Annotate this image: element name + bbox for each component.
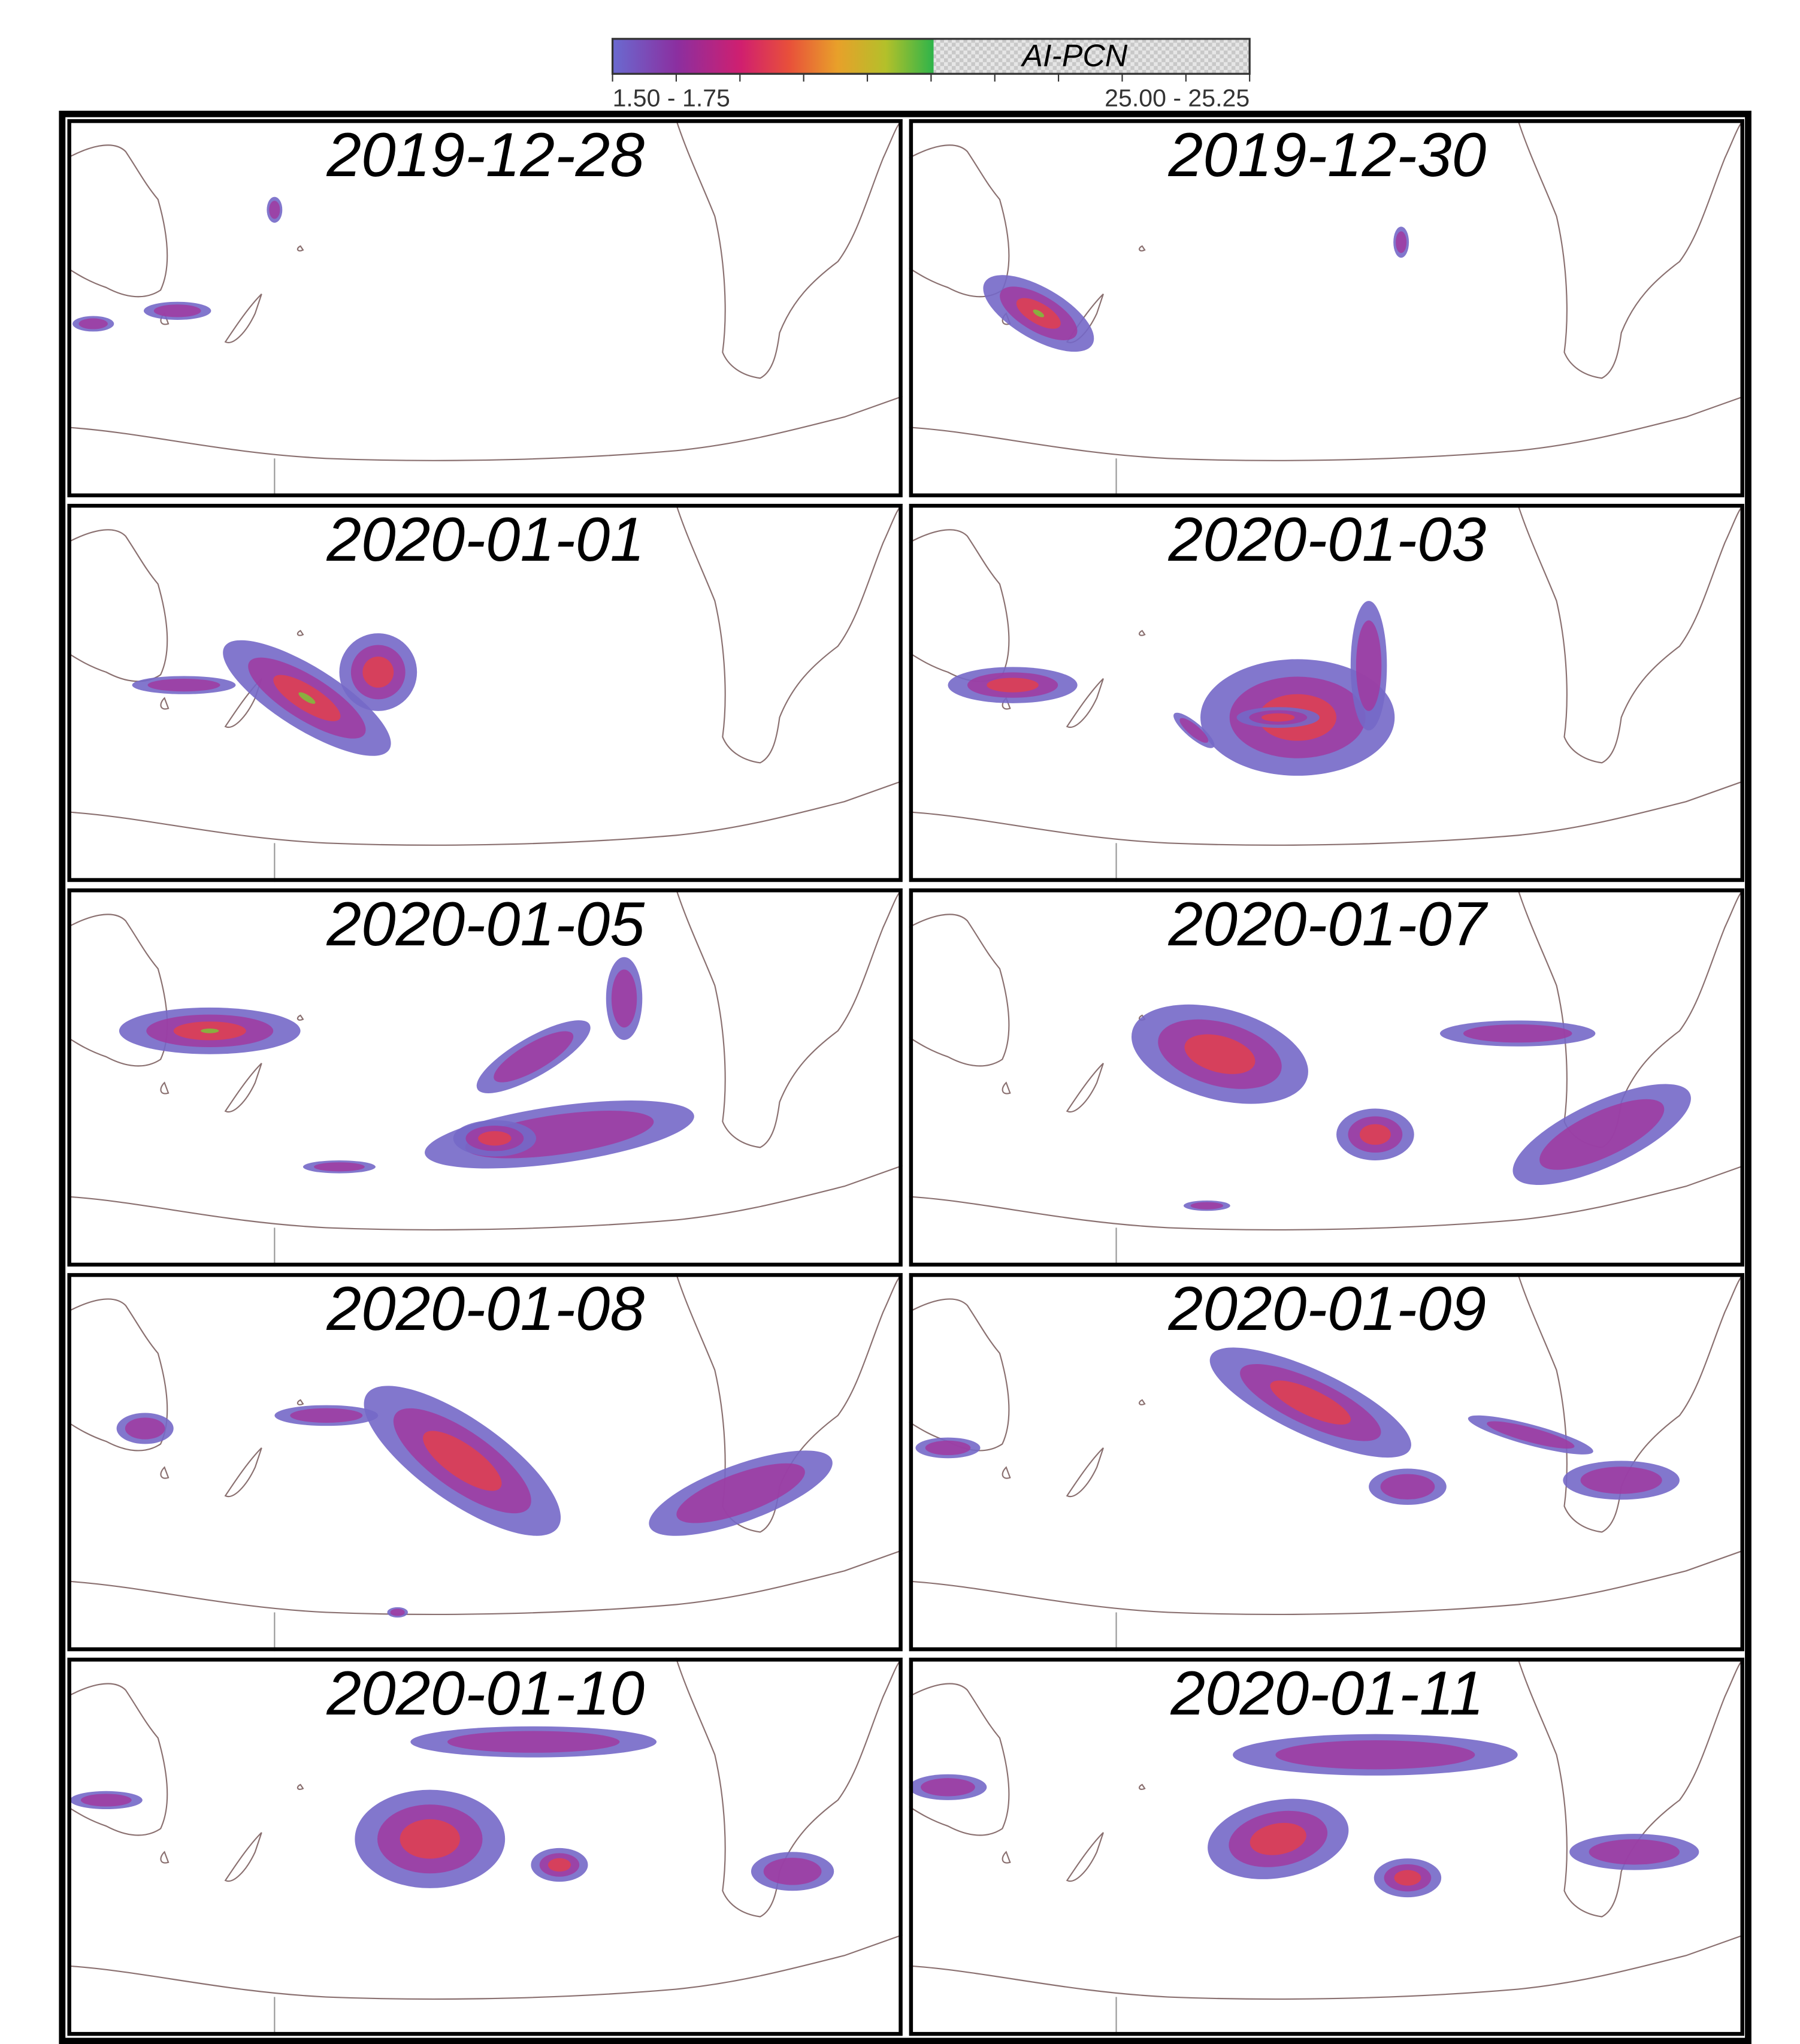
- map-panel: 2020-01-07: [909, 888, 1745, 1267]
- panel-date: 2019-12-30: [1168, 120, 1487, 189]
- panel-date: 2020-01-08: [326, 1274, 645, 1343]
- panel-date: 2020-01-03: [1168, 504, 1487, 574]
- aerosol-plume: [1439, 1020, 1596, 1047]
- aerosol-plume: [948, 667, 1078, 703]
- map-panel: 2019-12-28: [67, 119, 903, 498]
- aerosol-plume: [476, 1020, 591, 1093]
- aerosol-plume: [72, 316, 114, 332]
- aerosol-plume: [116, 1413, 174, 1444]
- colorbar-overflow: [933, 38, 1250, 74]
- map-panel: 2020-01-03: [909, 503, 1745, 882]
- colorbar-title: AI-PCN: [1020, 38, 1127, 72]
- aerosol-plume: [1209, 1347, 1411, 1458]
- aerosol-plume: [751, 1852, 834, 1891]
- aerosol-plume: [915, 1437, 981, 1459]
- aerosol-plume: [223, 640, 391, 756]
- aerosol-plume: [1183, 1201, 1230, 1211]
- aerosol-plume: [143, 301, 211, 320]
- map-panel: 2020-01-01: [67, 503, 903, 882]
- aerosol-plume: [909, 1774, 987, 1800]
- panel-date: 2019-12-28: [326, 120, 645, 189]
- map-panel: 2020-01-05: [67, 888, 903, 1267]
- aerosol-plume: [606, 957, 643, 1040]
- panel-date: 2020-01-10: [326, 1658, 645, 1728]
- panel-background: [909, 888, 1745, 1267]
- aerosol-plume: [1563, 1461, 1680, 1500]
- aerosol-plume: [339, 633, 418, 711]
- map-panel: 2020-01-08: [67, 1273, 903, 1652]
- aerosol-plume: [364, 1386, 561, 1536]
- colorbar-min-label: 1.50 - 1.75: [613, 84, 730, 111]
- aerosol-plume: [1468, 1415, 1593, 1455]
- aerosol-plume: [1369, 1468, 1447, 1505]
- panels: 2019-12-28 2019-12-30 2020-01-01 2020-01-03…: [67, 119, 1745, 2036]
- aerosol-plume: [132, 676, 236, 694]
- aerosol-plume: [274, 1405, 379, 1426]
- aerosol-plume: [453, 1120, 537, 1157]
- aerosol-plume: [119, 1007, 301, 1054]
- aerosol-plume: [387, 1607, 409, 1618]
- panel-date: 2020-01-11: [1170, 1658, 1484, 1728]
- aerosol-plume: [531, 1848, 588, 1882]
- aerosol-plume: [302, 1160, 376, 1174]
- panel-date: 2020-01-05: [326, 889, 645, 958]
- aerosol-plume: [1569, 1834, 1699, 1870]
- aerosol-plume: [649, 1450, 833, 1536]
- aerosol-plume: [1131, 1004, 1308, 1104]
- aerosol-plume: [1350, 601, 1387, 731]
- colorbar-ticks: [612, 74, 1251, 82]
- panel-date: 2020-01-01: [326, 504, 645, 574]
- aerosol-plume: [1208, 1798, 1349, 1879]
- map-panel: 2020-01-10: [67, 1658, 903, 2036]
- aerosol-plume: [1512, 1084, 1691, 1185]
- colorbar-gradient: [612, 38, 934, 74]
- aerosol-plume: [355, 1789, 506, 1888]
- panel-date: 2020-01-09: [1168, 1274, 1487, 1343]
- aerosol-plume: [267, 196, 283, 223]
- map-panel: 2020-01-09: [909, 1273, 1745, 1652]
- panel-date: 2020-01-07: [1168, 889, 1489, 958]
- aerosol-plume: [983, 275, 1094, 352]
- aerosol-plume: [1393, 226, 1409, 258]
- aerosol-plume: [1233, 1734, 1518, 1776]
- map-panel: 2019-12-30: [909, 119, 1745, 498]
- aerosol-plume: [1374, 1858, 1442, 1898]
- map-panel: 2020-01-11: [909, 1658, 1745, 2036]
- aerosol-plume: [69, 1791, 143, 1810]
- aerosol-plume: [410, 1726, 657, 1758]
- colorbar-max-label: 25.00 - 25.25: [1105, 84, 1250, 111]
- outer-frame: [59, 110, 1751, 2044]
- aerosol-plume: [1173, 712, 1215, 748]
- aerosol-plume: [1336, 1108, 1414, 1160]
- aerosol-plume: [1236, 707, 1320, 728]
